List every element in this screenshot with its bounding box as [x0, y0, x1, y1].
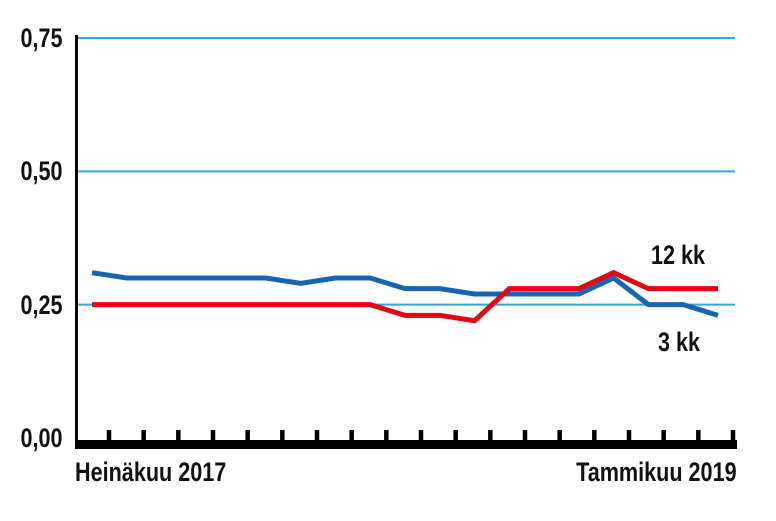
x-axis-label-end: Tammikuu 2019	[576, 457, 737, 487]
y-axis-tick-label-050: 0,50	[20, 156, 63, 186]
series-label-3kk: 3 kk	[658, 327, 701, 357]
x-axis-tick	[141, 430, 146, 440]
x-axis-tick	[176, 430, 181, 440]
y-axis-tick-label-075: 0,75	[20, 23, 63, 53]
x-axis-tick	[210, 430, 216, 440]
x-axis-tick	[418, 430, 424, 440]
x-axis-tick	[522, 430, 528, 440]
x-axis-tick	[592, 430, 597, 440]
x-axis-tick	[730, 430, 736, 440]
series-label-12kk: 12 kk	[651, 240, 706, 270]
x-axis-tick	[280, 430, 285, 440]
x-axis-tick	[106, 430, 112, 440]
x-axis-tick	[661, 430, 666, 440]
x-axis-tick	[696, 430, 701, 440]
x-axis-bar	[75, 440, 737, 449]
x-axis-tick	[488, 430, 493, 440]
x-axis-tick	[349, 430, 354, 440]
x-axis-tick	[314, 430, 320, 440]
x-axis-tick	[384, 430, 389, 440]
y-axis-tick-label-000: 0,00	[20, 423, 63, 453]
y-axis-tick-label-025: 0,25	[20, 290, 63, 320]
x-axis-tick	[453, 430, 458, 440]
x-axis-tick	[245, 430, 250, 440]
x-axis-label-start: Heinäkuu 2017	[75, 457, 227, 487]
series-line-12-kk	[92, 269, 718, 324]
x-axis-tick	[626, 430, 632, 440]
series-line-3-kk	[91, 270, 719, 318]
x-axis-tick	[557, 430, 562, 440]
